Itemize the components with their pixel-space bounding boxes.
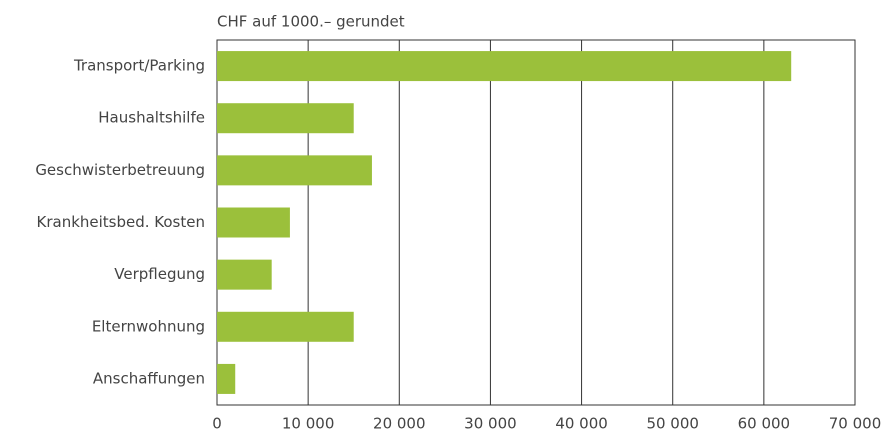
bar	[217, 51, 792, 82]
x-tick-label: 0	[212, 415, 222, 433]
bar	[217, 103, 354, 134]
bar	[217, 311, 354, 342]
y-tick-label: Transport/Parking	[73, 57, 205, 75]
y-tick-label: Geschwisterbetreuung	[35, 161, 205, 179]
plot-frame	[216, 39, 856, 406]
x-tick-label: 60 000	[738, 415, 791, 433]
chart-title: CHF auf 1000.– gerundet	[217, 13, 405, 31]
bar	[217, 259, 272, 290]
y-tick-label: Krankheitsbed. Kosten	[37, 213, 206, 231]
x-tick-label: 70 000	[829, 415, 882, 433]
bar	[217, 207, 290, 238]
x-tick-label: 20 000	[373, 415, 426, 433]
bar	[217, 155, 372, 186]
x-tick-label: 30 000	[464, 415, 517, 433]
y-tick-label: Elternwohnung	[92, 317, 205, 335]
y-tick-label: Verpflegung	[114, 265, 205, 283]
y-tick-label: Anschaffungen	[93, 369, 205, 387]
y-tick-label: Haushaltshilfe	[98, 109, 205, 127]
x-tick-label: 40 000	[555, 415, 608, 433]
x-tick-label: 50 000	[646, 415, 699, 433]
bar	[217, 363, 236, 394]
x-tick-label: 10 000	[282, 415, 335, 433]
